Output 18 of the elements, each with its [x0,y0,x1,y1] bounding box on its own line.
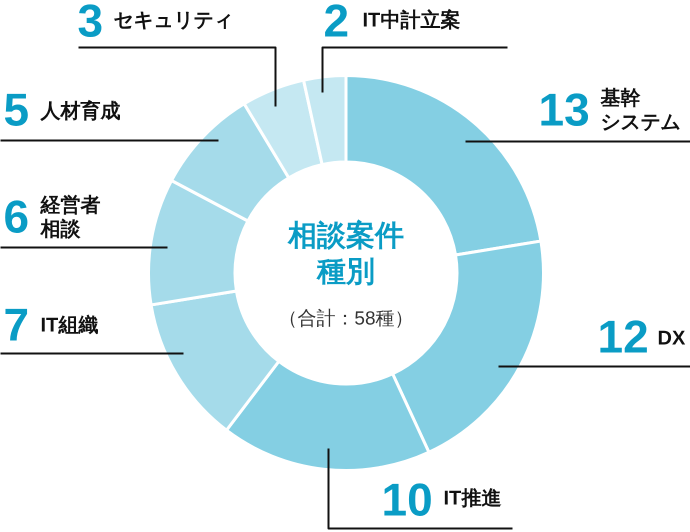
slice-label: IT中計立案 [362,8,460,32]
data-label: 13 [538,84,590,136]
slice-label: IT推進 [444,488,502,510]
text: （合計：58種） [278,308,414,330]
slice-label: セキュリティ [114,10,234,32]
data-label: 5 [4,84,30,136]
data-label: 2 [324,0,350,46]
text: 相談案件種別 [287,219,404,288]
data-label: 7 [4,298,30,350]
slice-label: 経営者相談 [40,193,100,241]
data-label: 6 [4,190,30,242]
data-label: 3 [78,0,104,46]
slice-label: 人材育成 [40,100,120,122]
slice-label: IT組織 [40,314,98,336]
data-label: 10 [382,474,433,526]
data-label: 12 [598,310,649,362]
slice-label: 基幹システム [600,87,680,134]
slice-label: DX [658,328,686,350]
